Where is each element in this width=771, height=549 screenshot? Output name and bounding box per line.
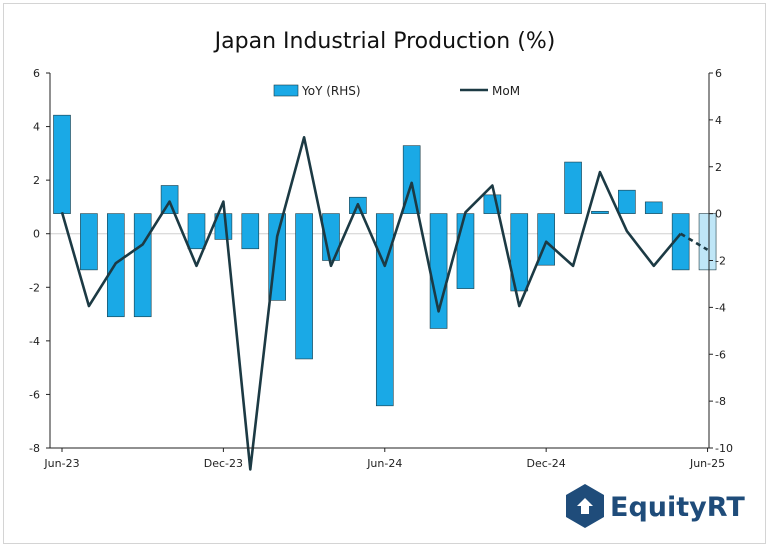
y-right-tick-label: -10 <box>715 442 733 455</box>
y-left-tick-label: -8 <box>29 442 40 455</box>
bar-yoy <box>591 210 609 214</box>
y-right-tick-label: 4 <box>715 114 722 127</box>
bar-yoy <box>375 213 394 407</box>
bar-yoy <box>53 114 71 214</box>
line-mom <box>60 135 682 471</box>
y-left-tick-label: -4 <box>29 335 40 348</box>
bar-yoy <box>187 213 206 250</box>
legend-label-yoy: YoY (RHS) <box>301 84 361 98</box>
bar-yoy <box>510 213 529 292</box>
bar-yoy <box>618 189 636 214</box>
bar-yoy <box>80 213 98 271</box>
y-right-tick-label: 0 <box>715 208 722 221</box>
bar-yoy <box>295 213 313 360</box>
logo-arrow-icon <box>577 498 593 514</box>
y-right-tick-label: -6 <box>715 348 726 361</box>
bar-yoy <box>241 213 260 250</box>
y-left-tick-label: -6 <box>29 388 40 401</box>
x-tick-label: Jun-23 <box>43 457 79 470</box>
x-tick-label: Jun-24 <box>366 457 402 470</box>
logo-text: EquityRT <box>610 492 745 523</box>
y-left-tick-label: 2 <box>33 174 40 187</box>
x-tick-label: Jun-25 <box>689 457 725 470</box>
y-left-tick-label: 6 <box>33 67 40 80</box>
chart-title: Japan Industrial Production (%) <box>213 29 556 54</box>
bar-yoy <box>644 201 663 214</box>
x-tick-label: Dec-24 <box>527 457 566 470</box>
y-right-tick-label: 2 <box>715 161 722 174</box>
y-right-tick-label: -2 <box>715 255 726 268</box>
legend: YoY (RHS) MoM <box>273 84 520 98</box>
bar-yoy <box>564 161 582 214</box>
y-left-tick-label: 0 <box>33 228 40 241</box>
y-left-tick-label: 4 <box>33 121 40 134</box>
y-left-tick-label: -2 <box>29 281 40 294</box>
bar-yoy <box>133 213 152 318</box>
y-right-tick-label: -8 <box>715 395 726 408</box>
bar-yoy <box>671 213 690 271</box>
legend-label-mom: MoM <box>492 84 520 98</box>
x-tick-label: Dec-23 <box>204 457 243 470</box>
y-right-tick-label: 6 <box>715 67 722 80</box>
legend-swatch-yoy <box>273 84 299 97</box>
y-right-tick-label: -4 <box>715 301 726 314</box>
bar-yoy <box>456 213 475 289</box>
equityrt-logo: EquityRT <box>566 484 745 528</box>
bar-yoy-forecast <box>698 213 717 271</box>
